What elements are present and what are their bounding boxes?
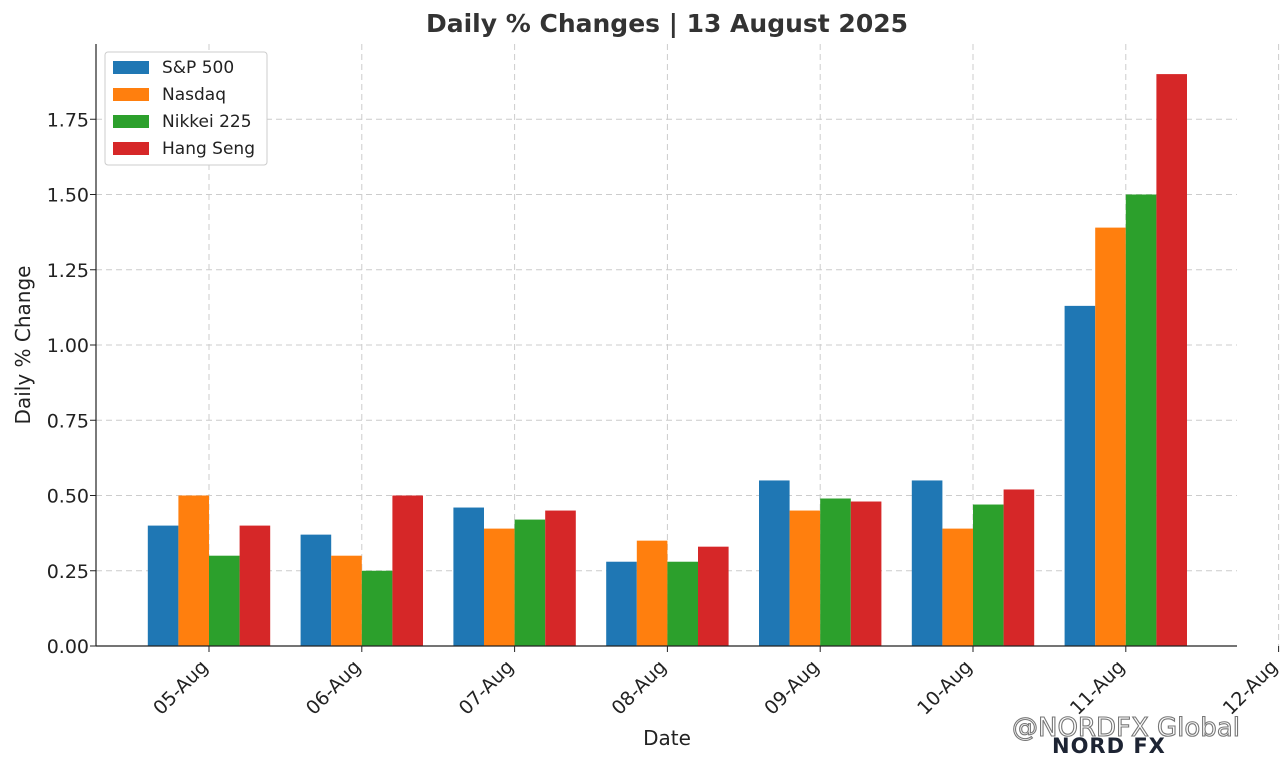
- bar-nasdaq: [484, 528, 515, 646]
- x-tick-label: 12-Aug: [1219, 656, 1280, 719]
- x-axis-label: Date: [643, 726, 691, 750]
- bar-hang-seng: [1156, 74, 1187, 647]
- axes: [90, 44, 1280, 652]
- y-tick-labels: 0.00 0.25 0.50 0.75 1.00 1.25 1.50 1.75: [47, 109, 89, 658]
- legend-label: Nikkei 225: [162, 112, 252, 132]
- bar-nasdaq: [789, 510, 821, 646]
- x-tick-label: 06-Aug: [302, 656, 365, 719]
- y-tick-label: 1.25: [47, 260, 89, 282]
- y-tick-label: 0.75: [47, 410, 89, 432]
- bar-s-p-500: [911, 480, 943, 646]
- bar-nikkei-225: [1125, 194, 1157, 646]
- bar-hang-seng: [392, 495, 423, 646]
- bar-nasdaq: [331, 555, 362, 646]
- x-tick-label: 05-Aug: [149, 656, 212, 719]
- bar-nikkei-225: [514, 519, 546, 646]
- y-tick-label: 1.50: [47, 185, 89, 207]
- legend-label: S&P 500: [162, 58, 234, 78]
- x-tick-label: 10-Aug: [913, 656, 976, 719]
- y-tick-label: 1.00: [47, 335, 89, 357]
- bar-nikkei-225: [973, 504, 1004, 646]
- bars: [147, 74, 1187, 647]
- legend-swatch: [113, 115, 149, 128]
- watermark-logo: NORD FX: [1052, 734, 1166, 758]
- bar-s-p-500: [453, 507, 484, 646]
- bar-s-p-500: [147, 525, 179, 646]
- legend-swatch: [113, 61, 149, 74]
- legend: S&P 500 Nasdaq Nikkei 225 Hang Seng: [104, 51, 268, 166]
- bar-nikkei-225: [361, 570, 393, 646]
- watermark-handle: @NORDFX Global: [1012, 713, 1240, 743]
- x-tick-label: 07-Aug: [455, 656, 518, 719]
- bar-hang-seng: [239, 525, 271, 646]
- bar-nikkei-225: [667, 561, 698, 646]
- legend-label: Nasdaq: [162, 85, 226, 105]
- legend-swatch: [113, 142, 149, 155]
- y-tick-label: 0.00: [47, 636, 89, 658]
- chart-title: Daily % Changes | 13 August 2025: [426, 9, 908, 38]
- bar-nasdaq: [942, 528, 973, 646]
- x-tick-label: 09-Aug: [760, 656, 823, 719]
- y-tick-label: 0.25: [47, 561, 89, 583]
- bar-nasdaq: [1095, 227, 1126, 647]
- watermark: @NORDFX Global NORD FX: [1011, 712, 1240, 758]
- x-tick-label: 08-Aug: [607, 656, 670, 719]
- bar-nasdaq: [178, 495, 209, 646]
- bar-s-p-500: [1064, 305, 1096, 646]
- legend-swatch: [113, 88, 149, 101]
- legend-frame: [104, 51, 268, 166]
- bar-nikkei-225: [209, 555, 240, 646]
- bar-s-p-500: [300, 534, 332, 646]
- bar-hang-seng: [850, 501, 882, 646]
- bar-hang-seng: [545, 510, 576, 646]
- bar-hang-seng: [1003, 489, 1035, 646]
- y-tick-label: 0.50: [47, 486, 89, 508]
- x-tick-labels: 05-Aug 06-Aug 07-Aug 08-Aug 09-Aug 10-Aug 11-A…: [149, 656, 1280, 719]
- y-axis-label: Daily % Change: [11, 266, 35, 425]
- bar-s-p-500: [606, 561, 637, 646]
- x-tick-label: 11-Aug: [1066, 656, 1129, 719]
- y-tick-label: 1.75: [47, 109, 89, 131]
- bar-nikkei-225: [820, 498, 851, 646]
- bar-nasdaq: [636, 540, 668, 646]
- bar-s-p-500: [759, 480, 790, 646]
- bar-hang-seng: [698, 546, 729, 646]
- legend-label: Hang Seng: [162, 139, 255, 159]
